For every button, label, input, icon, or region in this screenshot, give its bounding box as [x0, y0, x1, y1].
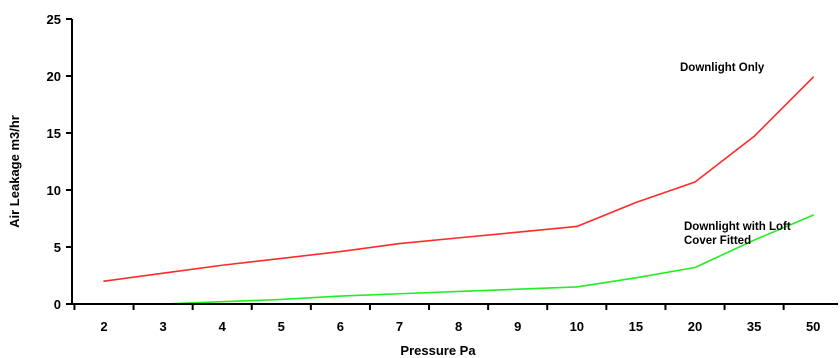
annotation-downlight-loft-line-2: Cover Fitted: [684, 235, 751, 247]
x-tick-label: 4: [219, 319, 227, 334]
series-layer: [103, 76, 815, 305]
x-tick-label: 5: [278, 319, 285, 334]
annotation-downlight-loft-line-1: Downlight with Loft: [684, 221, 791, 233]
series-line-downlight-only: [103, 76, 815, 283]
y-tick-label: 10: [47, 183, 61, 198]
x-tick-label: 9: [514, 319, 521, 334]
x-tick-label: 7: [396, 319, 403, 334]
y-axis-title: Air Leakage m3/hr: [7, 115, 22, 228]
x-tick-label: 2: [100, 319, 107, 334]
y-tick-label: 0: [54, 297, 61, 312]
x-tick-label: 8: [455, 319, 462, 334]
annotation-downlight-only-line-1: Downlight Only: [680, 62, 765, 74]
y-tick-label: 25: [47, 12, 61, 27]
x-axis-ticks: 2 3 4 5 6 7 8 9 10 15 20 35 50: [73, 304, 820, 334]
x-tick-label: 20: [688, 319, 702, 334]
x-axis-title: Pressure Pa: [400, 343, 476, 358]
y-tick-label: 5: [54, 240, 61, 255]
y-tick-label: 15: [47, 126, 61, 141]
x-tick-label: 35: [747, 319, 761, 334]
series-line-downlight-loft-cover: [103, 214, 815, 305]
annotation-downlight-only: Downlight Only: [680, 62, 765, 74]
x-tick-label: 15: [629, 319, 643, 334]
y-tick-label: 20: [47, 69, 61, 84]
x-tick-label: 6: [337, 319, 344, 334]
annotation-downlight-loft-cover: Downlight with Loft Cover Fitted: [684, 221, 794, 247]
x-tick-label: 50: [806, 319, 820, 334]
y-axis-ticks: 0 5 10 15 20 25: [47, 12, 72, 312]
x-tick-label: 10: [570, 319, 584, 334]
x-tick-label: 3: [159, 319, 166, 334]
